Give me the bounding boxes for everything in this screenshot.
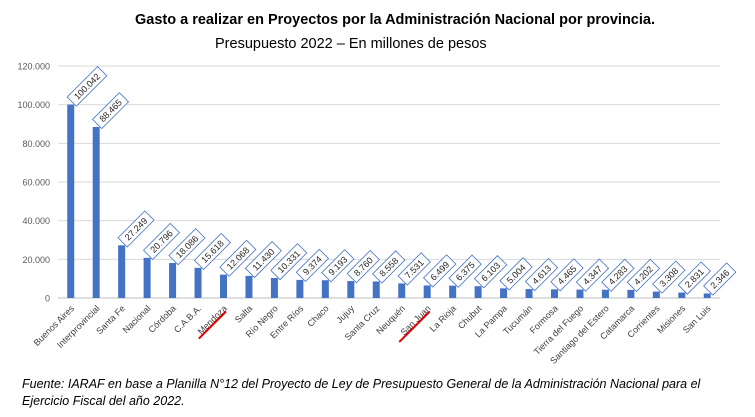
data-label-box [703, 262, 737, 296]
data-label-box [270, 243, 308, 281]
bar [143, 257, 151, 298]
highlight-underline [198, 311, 227, 340]
x-tick-label: La Rioja [428, 303, 458, 333]
y-tick-label: 20.000 [22, 255, 50, 265]
bar [551, 289, 558, 298]
data-label-box [626, 258, 661, 293]
data-label-box [423, 254, 457, 288]
x-tick-label: Salta [233, 303, 255, 325]
data-label-box [575, 258, 610, 292]
y-tick-label: 0 [45, 294, 50, 304]
highlight-marks [198, 311, 431, 343]
bars [67, 104, 711, 298]
bar [67, 104, 75, 298]
highlight-underline [398, 311, 431, 343]
bar [398, 283, 406, 298]
bar [652, 291, 660, 298]
bar [372, 281, 380, 298]
data-label-box [448, 254, 482, 288]
chart-subtitle: Presupuesto 2022 – En millones de pesos [215, 36, 487, 52]
bar [601, 289, 609, 298]
data-label-box [550, 258, 584, 292]
chart-title: Gasto a realizar en Proyectos por la Adm… [134, 12, 655, 28]
data-label-box [652, 260, 686, 294]
data-label-box [117, 210, 155, 248]
bar [703, 293, 711, 298]
data-label: 6.375 [448, 254, 482, 288]
data-label: 4.283 [601, 258, 635, 292]
bar [525, 289, 533, 298]
data-label: 4.613 [524, 257, 559, 292]
bar [678, 292, 686, 298]
y-tick-label: 120.000 [17, 62, 50, 72]
data-label-box [601, 258, 635, 292]
x-tick-label: Chaco [305, 303, 330, 328]
bar [220, 274, 227, 298]
data-label-box [142, 222, 181, 260]
bar [500, 288, 508, 298]
bar [296, 279, 304, 298]
data-label: 4.465 [550, 258, 584, 292]
data-label-box [92, 92, 130, 130]
bar-chart: 020.00040.00060.00080.000100.000120.000 … [17, 62, 737, 366]
data-label-box [244, 241, 282, 279]
data-label-box [321, 249, 355, 283]
bar [245, 275, 253, 298]
data-label-box [295, 248, 330, 283]
data-label: 3.308 [652, 260, 686, 294]
data-label: 2.346 [703, 262, 737, 296]
y-tick-label: 100.000 [17, 100, 50, 110]
bar [169, 263, 177, 298]
y-tick-label: 60.000 [22, 178, 50, 188]
data-label: 4.347 [575, 258, 610, 292]
data-label-box [219, 239, 257, 277]
bar [92, 126, 100, 298]
y-tick-label: 80.000 [22, 139, 50, 149]
bar [270, 278, 278, 298]
x-tick-label: Jujuy [334, 303, 356, 325]
data-label-box [473, 255, 508, 289]
data-label-text: 100.042 [72, 71, 102, 101]
data-label-box [397, 252, 431, 286]
data-label: 27.249 [117, 210, 155, 248]
data-label: 8.760 [346, 249, 380, 284]
data-label-box [66, 65, 108, 107]
data-label-box [372, 250, 406, 284]
data-label-box [677, 261, 711, 295]
x-tick-label: Nacional [121, 303, 153, 335]
data-label-box [168, 228, 206, 266]
bar [423, 285, 431, 298]
x-tick-label: San Luis [681, 303, 713, 335]
data-label: 11.430 [244, 241, 282, 279]
y-axis-ticks: 0 20.000 40.000 60.000 80.000 100.000 120.000 [17, 62, 50, 304]
bar [118, 245, 126, 298]
data-label-box [346, 249, 380, 284]
bar [194, 267, 202, 298]
y-tick-label: 40.000 [22, 216, 50, 226]
data-label: 2.831 [677, 261, 711, 295]
bar [347, 281, 355, 298]
data-label: 9.193 [321, 249, 355, 283]
source-note: Fuente: IARAF en base a Planilla N°12 de… [22, 377, 701, 408]
data-labels: 100.04288.46527.24920.79618.08615.61812.… [66, 65, 737, 296]
bar [449, 285, 457, 298]
data-label: 100.042 [66, 65, 108, 107]
data-label-box [193, 232, 231, 270]
data-label-box [499, 257, 533, 291]
bar [474, 286, 482, 298]
data-label: 88.465 [92, 92, 130, 130]
gridlines [58, 65, 720, 299]
bar [627, 289, 635, 298]
bar [321, 280, 329, 298]
bar [576, 289, 584, 298]
data-label: 4.202 [626, 258, 661, 293]
data-label-box [524, 257, 559, 292]
